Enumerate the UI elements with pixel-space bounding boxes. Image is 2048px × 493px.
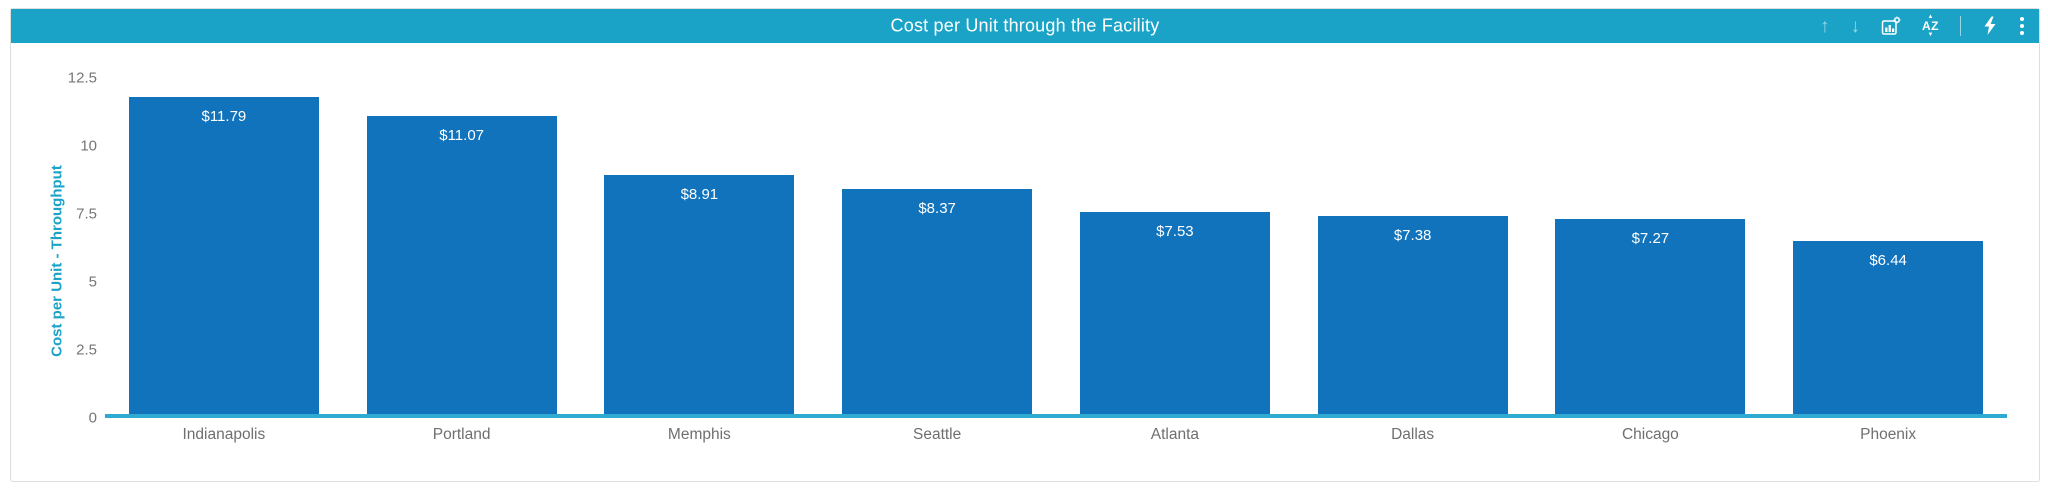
x-axis-label-dallas: Dallas [1391, 426, 1435, 443]
plot-wrapper: $11.79 $11.07 $8.91 $8.37 $7.53 $7.38 $7.27 $6.… [105, 78, 2007, 444]
alphabetical-sort-icon: ▲ AZ ▼ [1922, 14, 1939, 38]
bar-atlanta[interactable]: $7.53 [1079, 211, 1270, 414]
bar-value-label-chicago: $7.27 [1631, 229, 1670, 247]
bar-value-label-dallas: $7.38 [1393, 226, 1432, 244]
bar-slot-seattle: $8.37 [818, 78, 1056, 414]
chart-settings-button[interactable] [1881, 16, 1901, 36]
chart-title: Cost per Unit through the Facility [890, 15, 1160, 36]
bar-value-label-seattle: $8.37 [918, 200, 956, 218]
bar-value-label-atlanta: $7.53 [1156, 222, 1194, 240]
bar-value-label-memphis: $8.91 [680, 185, 719, 203]
bar-memphis[interactable]: $8.91 [604, 174, 795, 414]
chart-settings-icon [1881, 16, 1901, 35]
chart-area: Cost per Unit - Throughput 0 2.5 5 7.5 10 12.… [11, 70, 2039, 444]
bar-slot-chicago: $7.27 [1532, 78, 1770, 414]
az-letters: AZ [1922, 19, 1939, 33]
y-tick-7.5: 7.5 [76, 205, 97, 223]
x-axis-label-phoenix: Phoenix [1860, 426, 1917, 443]
chart-widget-panel: Cost per Unit through the Facility ↑ ↓ [10, 8, 2040, 482]
lightning-icon [1984, 16, 1996, 35]
bar-chicago[interactable]: $7.27 [1555, 218, 1746, 414]
bar-slot-memphis: $8.91 [581, 78, 819, 414]
y-axis-ticks: 0 2.5 5 7.5 10 12.5 [3, 70, 97, 427]
bar-value-label-portland: $11.07 [439, 127, 484, 145]
sort-ascending-button[interactable]: ↑ [1820, 17, 1830, 36]
x-axis-labels: Indianapolis Portland Memphis Seattle Atlant… [105, 426, 2007, 444]
y-tick-0: 0 [88, 409, 97, 427]
sort-descending-icon: ↓ [1850, 15, 1861, 37]
x-axis-label-atlanta: Atlanta [1150, 426, 1199, 443]
y-axis: Cost per Unit - Throughput 0 2.5 5 7.5 10 12.… [11, 70, 105, 444]
plot-area: $11.79 $11.07 $8.91 $8.37 $7.53 $7.38 $7.27 $6.… [105, 78, 2007, 418]
bar-value-label-indianapolis: $11.79 [201, 108, 247, 126]
alphabetical-sort-button[interactable]: ▲ AZ ▼ [1922, 14, 1939, 38]
x-axis-label-memphis: Memphis [667, 426, 731, 443]
sort-ascending-icon: ↑ [1820, 15, 1830, 37]
caret-down-icon: ▼ [1927, 32, 1934, 38]
kebab-menu-icon [2020, 17, 2024, 35]
toolbar-divider [1960, 16, 1961, 36]
y-tick-2.5: 2.5 [76, 341, 97, 359]
chart-toolbar: ↑ ↓ [1820, 9, 2025, 43]
bar-slot-dallas: $7.38 [1294, 78, 1532, 414]
quick-actions-button[interactable] [1982, 16, 1998, 36]
x-axis-label-seattle: Seattle [912, 426, 962, 443]
bar-phoenix[interactable]: $6.44 [1793, 240, 1984, 414]
bar-seattle[interactable]: $8.37 [842, 189, 1033, 414]
caret-up-icon: ▲ [1927, 14, 1934, 20]
chart-header: Cost per Unit through the Facility ↑ ↓ [11, 9, 2039, 43]
bar-slot-portland: $11.07 [343, 78, 581, 414]
bar-indianapolis[interactable]: $11.79 [128, 97, 319, 414]
y-tick-12.5: 12.5 [67, 69, 97, 87]
sort-descending-button[interactable]: ↓ [1851, 17, 1861, 36]
bar-slot-phoenix: $6.44 [1769, 78, 2007, 414]
x-axis-label-chicago: Chicago [1621, 426, 1679, 443]
bar-slot-atlanta: $7.53 [1056, 78, 1294, 414]
bar-value-label-phoenix: $6.44 [1869, 251, 1907, 269]
x-axis-label-portland: Portland [432, 426, 491, 443]
x-axis-label-indianapolis: Indianapolis [182, 426, 266, 443]
y-tick-5: 5 [88, 273, 97, 291]
bar-dallas[interactable]: $7.38 [1317, 215, 1508, 414]
more-options-button[interactable] [2019, 16, 2025, 36]
bar-portland[interactable]: $11.07 [366, 116, 557, 414]
y-tick-10: 10 [80, 137, 97, 155]
bar-slot-indianapolis: $11.79 [105, 78, 343, 414]
